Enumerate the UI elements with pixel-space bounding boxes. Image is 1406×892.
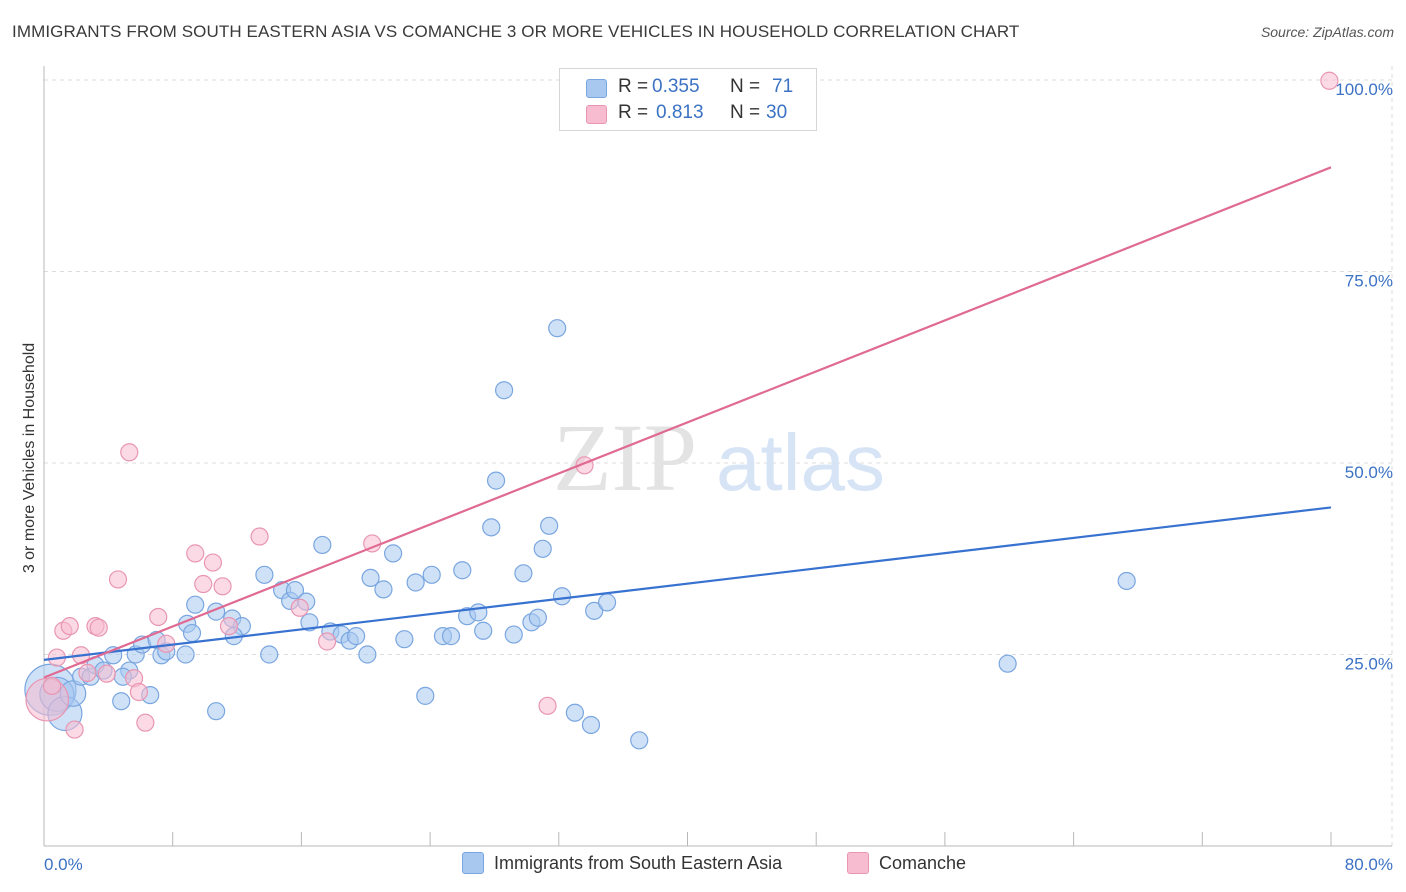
- point-immigrants-sea: [300, 613, 319, 632]
- point-comanche: [65, 720, 84, 739]
- point-comanche: [538, 696, 557, 715]
- watermark-zip: ZIP: [553, 404, 697, 511]
- legend-swatch-pink: [586, 105, 607, 124]
- point-immigrants-sea: [581, 715, 601, 735]
- legend-n-value: 30: [766, 102, 788, 123]
- trend-lines: [43, 166, 1332, 679]
- y-tick-label: 25.0%: [1345, 655, 1393, 674]
- x-tick-label: 0.0%: [44, 855, 83, 874]
- gridlines: [44, 66, 1393, 846]
- point-comanche: [60, 617, 79, 636]
- point-immigrants-sea: [540, 516, 559, 535]
- point-comanche: [290, 598, 309, 617]
- stats-legend: R = 0.355 N = 71 R = 0.813 N = 30: [559, 68, 817, 131]
- point-comanche: [186, 544, 205, 563]
- chart-title: IMMIGRANTS FROM SOUTH EASTERN ASIA VS CO…: [12, 22, 1020, 41]
- point-comanche: [250, 527, 269, 546]
- point-immigrants-sea: [186, 595, 205, 614]
- watermark: ZIP atlas: [553, 404, 885, 511]
- point-immigrants-sea: [255, 565, 274, 584]
- point-immigrants-sea: [374, 580, 393, 599]
- point-immigrants-sea: [597, 593, 617, 612]
- point-immigrants-sea: [383, 544, 403, 563]
- point-comanche: [89, 618, 108, 637]
- y-tick-label: 50.0%: [1345, 463, 1393, 482]
- point-immigrants-sea: [469, 603, 488, 622]
- source-label: Source: ZipAtlas.com: [1260, 24, 1394, 40]
- legend-r-label: R =: [618, 76, 649, 97]
- y-tick-label: 100.0%: [1335, 80, 1393, 99]
- point-immigrants-sea: [630, 731, 649, 750]
- legend-swatch-blue: [586, 79, 607, 98]
- point-immigrants-sea: [182, 623, 202, 643]
- watermark-atlas: atlas: [716, 418, 885, 507]
- point-immigrants-sea: [486, 471, 506, 490]
- point-immigrants-sea: [552, 587, 572, 606]
- point-immigrants-sea: [395, 630, 414, 649]
- point-immigrants-sea: [474, 621, 493, 640]
- point-comanche: [78, 663, 97, 682]
- x-tick-label: 80.0%: [1345, 855, 1393, 874]
- point-comanche: [108, 570, 128, 589]
- point-immigrants-sea: [514, 564, 533, 583]
- point-immigrants-sea: [441, 627, 461, 646]
- point-immigrants-sea: [207, 702, 226, 721]
- point-immigrants-sea: [346, 627, 366, 646]
- point-immigrants-sea: [565, 703, 584, 722]
- point-comanche: [213, 577, 232, 596]
- point-immigrants-sea: [416, 686, 435, 705]
- bottom-legend-swatch-blue: [462, 852, 484, 874]
- point-comanche: [97, 664, 116, 683]
- point-comanche: [129, 682, 149, 702]
- legend-n-label: N =: [730, 102, 761, 123]
- point-comanche: [318, 632, 337, 651]
- legend-r-value: 0.813: [656, 102, 704, 123]
- point-immigrants-sea: [504, 625, 523, 644]
- point-immigrants-sea: [495, 381, 514, 400]
- point-immigrants-sea: [585, 601, 604, 620]
- point-immigrants-sea: [406, 573, 425, 592]
- point-comanche: [219, 617, 239, 636]
- point-comanche: [149, 607, 168, 627]
- trend-line-immigrants-sea: [43, 506, 1332, 661]
- point-immigrants-sea: [453, 561, 472, 580]
- legend-r-label: R =: [618, 102, 649, 123]
- point-immigrants-sea: [528, 608, 547, 627]
- point-immigrants-sea: [482, 518, 501, 537]
- point-immigrants-sea: [313, 535, 332, 555]
- point-comanche: [120, 443, 139, 462]
- point-comanche: [42, 676, 62, 696]
- tick-labels: 25.0% 50.0% 75.0% 100.0% 0.0% 80.0%: [44, 80, 1393, 874]
- point-immigrants-sea: [533, 539, 552, 558]
- trend-line-comanche: [43, 166, 1332, 679]
- bottom-legend-label: Immigrants from South Eastern Asia: [494, 853, 783, 873]
- point-immigrants-sea: [358, 645, 377, 664]
- point-immigrants-sea: [112, 692, 131, 711]
- point-immigrants-sea: [548, 319, 567, 338]
- point-comanche: [203, 553, 223, 572]
- point-comanche: [1320, 71, 1339, 90]
- point-comanche: [194, 574, 213, 594]
- point-immigrants-sea: [422, 565, 441, 584]
- legend-n-value: 71: [772, 76, 794, 97]
- point-immigrants-sea: [1117, 571, 1136, 591]
- point-immigrants-sea: [998, 654, 1017, 673]
- point-comanche: [136, 713, 155, 732]
- point-immigrants-sea: [176, 645, 195, 664]
- point-immigrants-sea: [260, 645, 279, 664]
- point-immigrants-sea: [285, 581, 305, 600]
- y-tick-label: 75.0%: [1345, 272, 1393, 291]
- bottom-legend-label: Comanche: [879, 853, 967, 873]
- legend-n-label: N =: [730, 76, 761, 97]
- legend-r-value: 0.355: [652, 76, 700, 97]
- bottom-legend-swatch-pink: [847, 852, 869, 874]
- point-immigrants-sea: [361, 568, 380, 588]
